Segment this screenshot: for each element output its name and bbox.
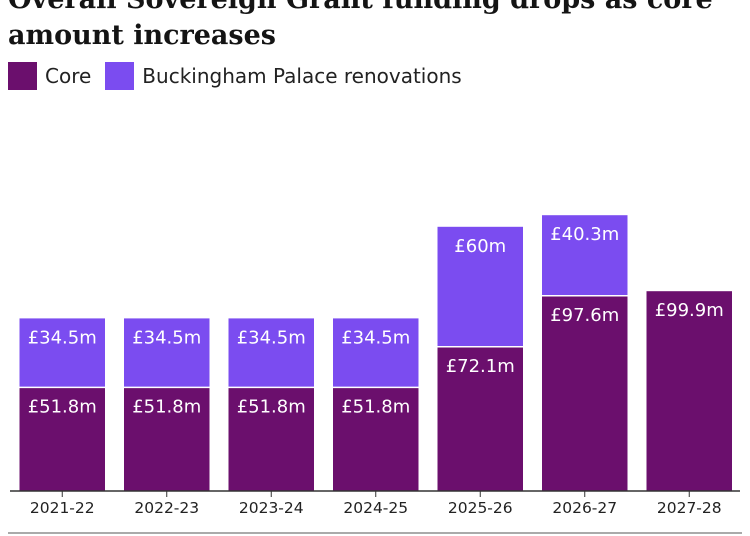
- bar-renovations-2022-23: [124, 318, 210, 388]
- legend: Core Buckingham Palace renovations: [8, 62, 476, 90]
- bar-core-2021-22: [19, 387, 105, 491]
- data-label-core-2026-27: £97.6m: [550, 305, 619, 326]
- x-tick-label-2027-28: 2027-28: [657, 499, 722, 517]
- bar-core-2027-28: [646, 291, 732, 491]
- legend-swatch-core: [8, 62, 37, 90]
- data-label-core-2022-23: £51.8m: [132, 396, 201, 417]
- legend-item-core: Core: [8, 62, 91, 90]
- x-tick-label-2024-25: 2024-25: [343, 499, 408, 517]
- chart-title: Overall Sovereign Grant funding drops as…: [8, 0, 713, 51]
- bar-renovations-2025-26: [437, 226, 523, 347]
- x-tick-label-2023-24: 2023-24: [239, 499, 304, 517]
- x-tick-label-2025-26: 2025-26: [448, 499, 513, 517]
- legend-swatch-renovations: [105, 62, 135, 90]
- bar-renovations-2024-25: [333, 318, 419, 388]
- data-label-renovations-2026-27: £40.3m: [550, 224, 619, 245]
- data-label-core-2021-22: £51.8m: [28, 396, 97, 417]
- x-tick-label-2026-27: 2026-27: [552, 499, 617, 517]
- data-label-core-2025-26: £72.1m: [446, 356, 515, 377]
- bar-core-2026-27: [542, 295, 628, 491]
- x-tick-label-2022-23: 2022-23: [134, 499, 199, 517]
- data-label-renovations-2024-25: £34.5m: [341, 327, 410, 348]
- legend-label-renovations: Buckingham Palace renovations: [142, 64, 462, 88]
- bar-renovations-2026-27: [542, 215, 628, 296]
- data-label-core-2027-28: £99.9m: [655, 300, 724, 321]
- bar-renovations-2021-22: [19, 318, 105, 388]
- bar-core-2023-24: [228, 387, 314, 491]
- data-label-renovations-2025-26: £60m: [454, 236, 506, 257]
- bar-core-2025-26: [437, 346, 523, 491]
- bar-core-2024-25: [333, 387, 419, 491]
- data-label-renovations-2023-24: £34.5m: [237, 327, 306, 348]
- data-label-renovations-2021-22: £34.5m: [28, 327, 97, 348]
- data-label-renovations-2022-23: £34.5m: [132, 327, 201, 348]
- legend-item-renovations: Buckingham Palace renovations: [105, 62, 462, 90]
- x-tick-label-2021-22: 2021-22: [30, 499, 95, 517]
- data-label-core-2024-25: £51.8m: [341, 396, 410, 417]
- bar-core-2022-23: [124, 387, 210, 491]
- legend-label-core: Core: [45, 64, 92, 88]
- bar-renovations-2023-24: [228, 318, 314, 388]
- data-label-core-2023-24: £51.8m: [237, 396, 306, 417]
